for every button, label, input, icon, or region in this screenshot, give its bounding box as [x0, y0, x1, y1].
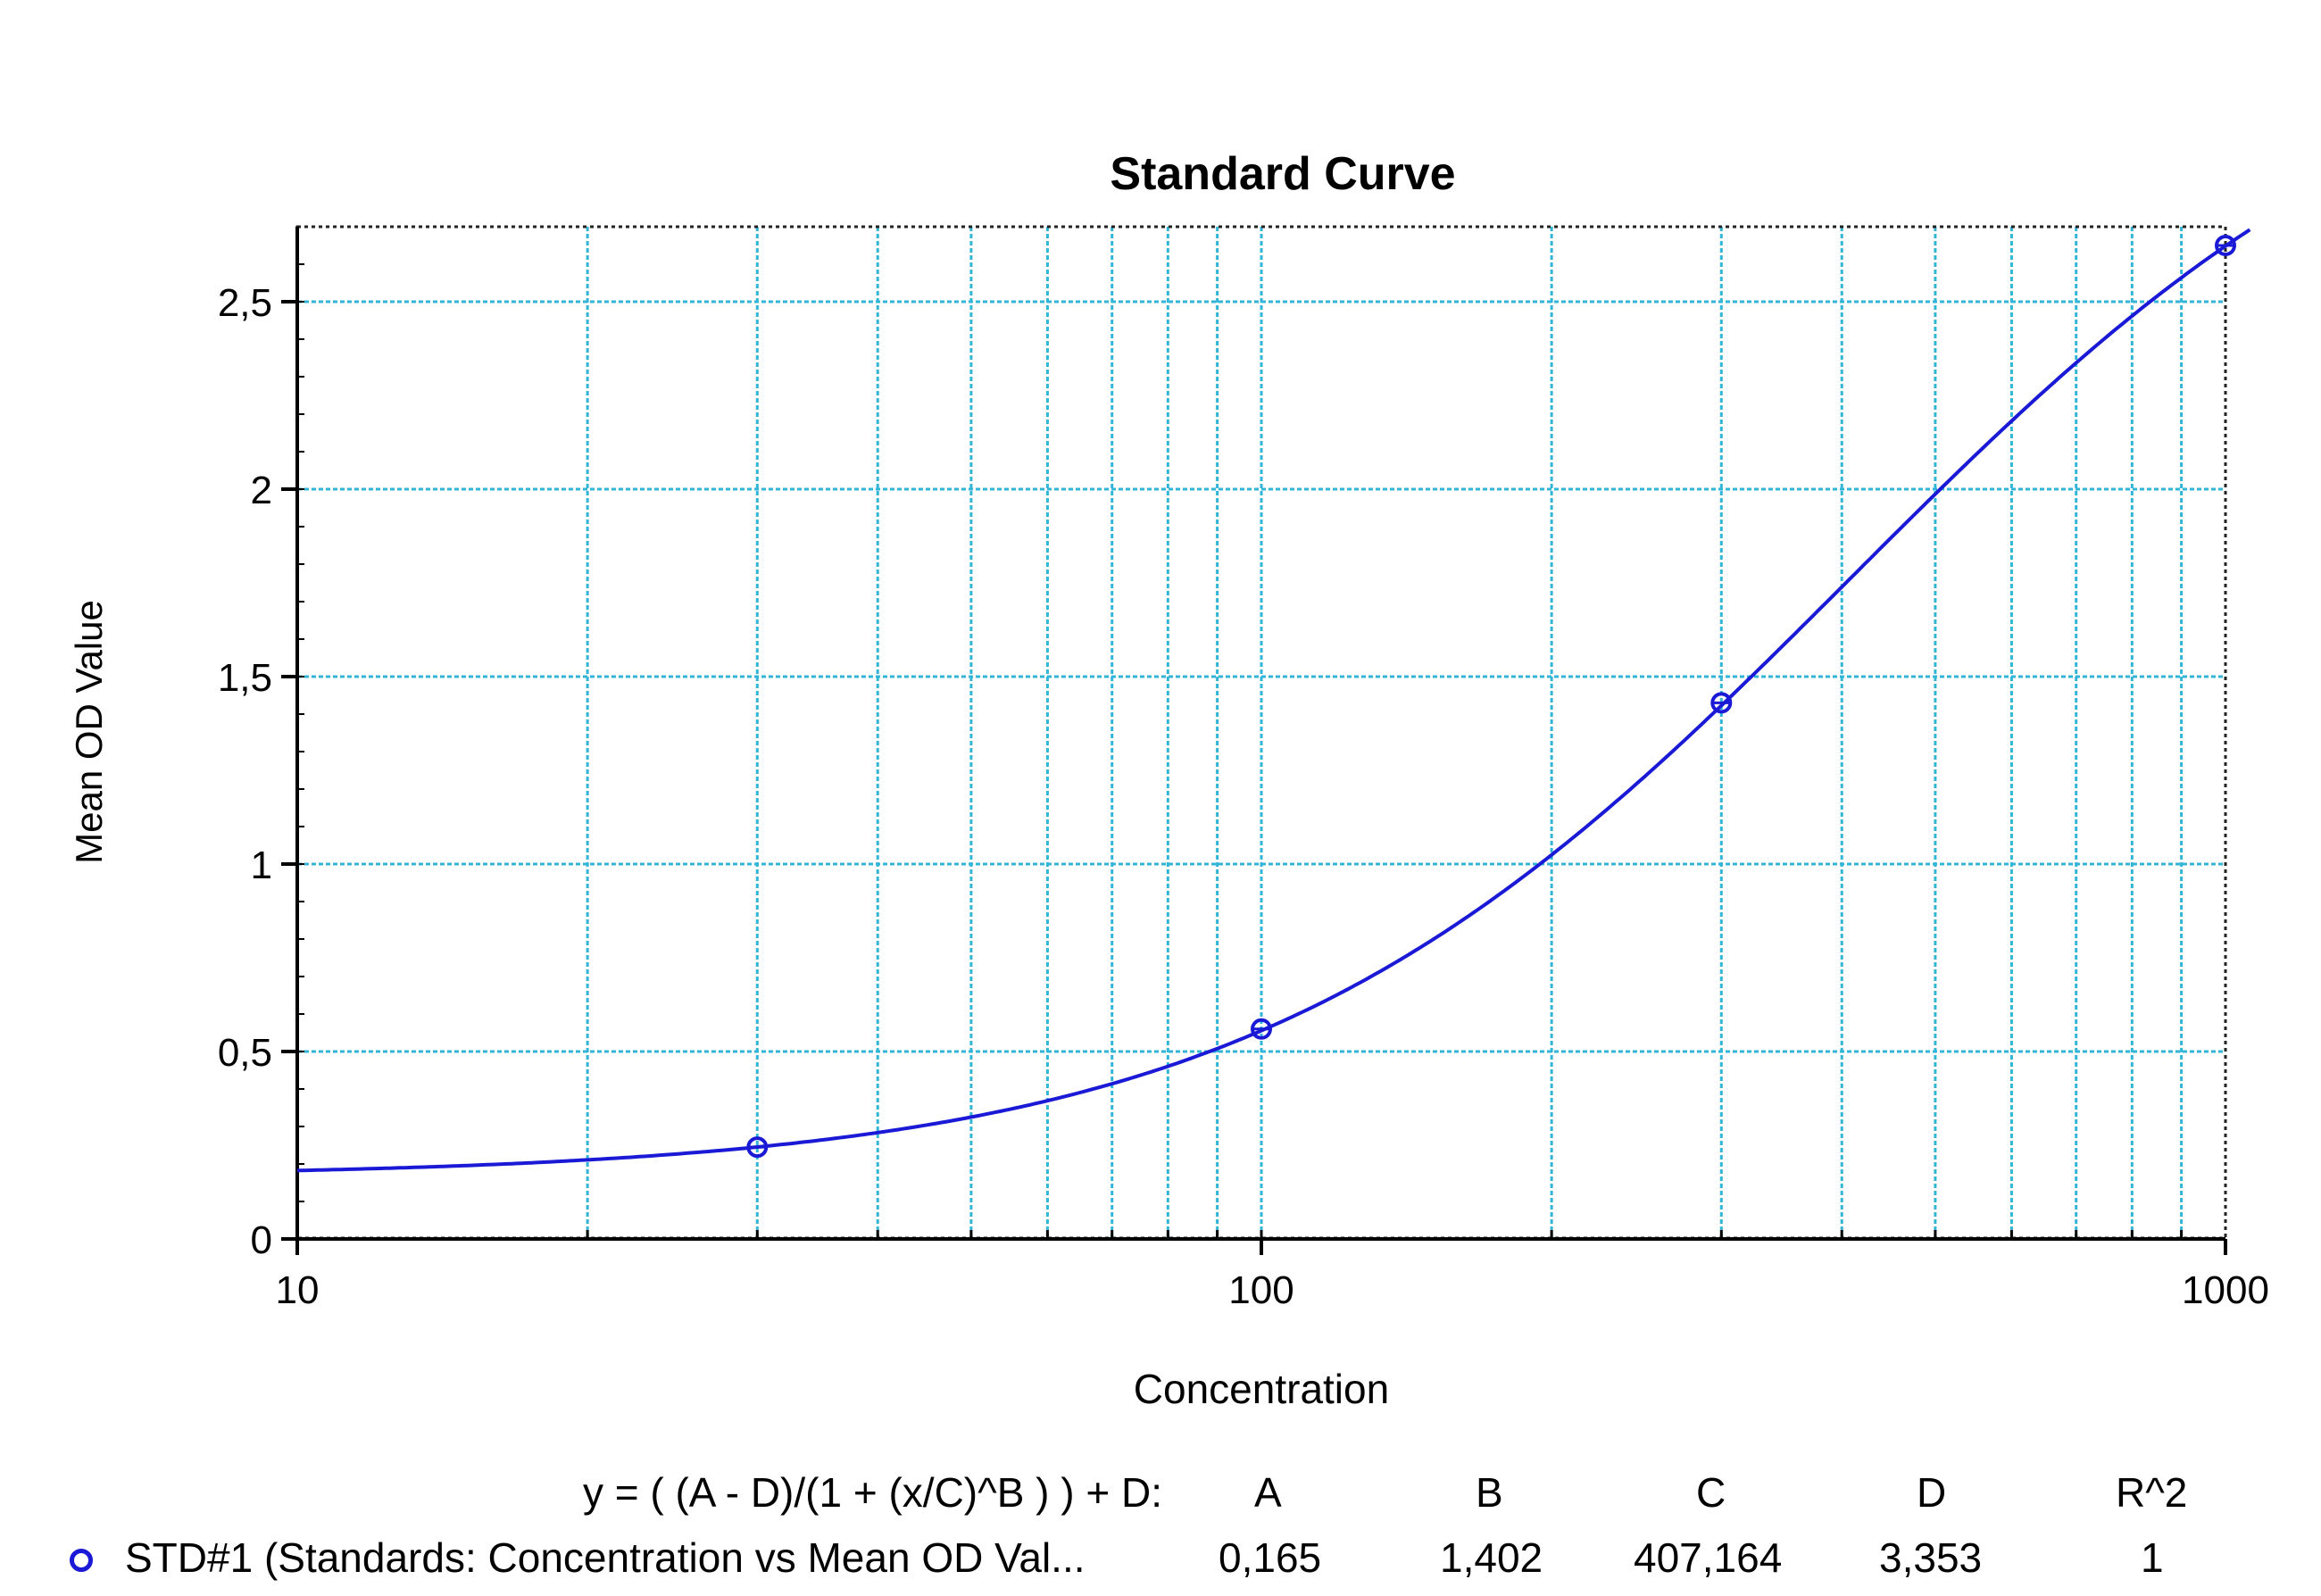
fit-header-r2: R^2	[2116, 1469, 2188, 1516]
data-points	[746, 235, 2236, 1159]
y-tick-label: 0,5	[218, 1031, 272, 1075]
fit-value-b: 1,402	[1440, 1534, 1543, 1581]
x-tick-label: 1000	[2182, 1268, 2269, 1312]
fit-value-c: 407,164	[1634, 1534, 1783, 1581]
y-tick-label: 0	[251, 1218, 272, 1262]
fit-value-a: 0,165	[1219, 1534, 1322, 1581]
fit-header-c: C	[1696, 1469, 1726, 1516]
fit-header-a: A	[1254, 1469, 1282, 1516]
fit-equation: y = ( (A - D)/(1 + (x/C)^B ) ) + D:	[582, 1469, 1162, 1516]
fit-header-d: D	[1917, 1469, 1947, 1516]
series-marker-icon	[70, 1549, 93, 1572]
fit-header-row: y = ( (A - D)/(1 + (x/C)^B ) ) + D: A B …	[0, 1468, 2321, 1531]
y-axis-label: Mean OD Value	[68, 600, 110, 864]
fit-values-row: STD#1 (Standards: Concentration vs Mean …	[0, 1534, 2321, 1596]
x-tick-label: 100	[1228, 1268, 1294, 1312]
y-tick-label: 1	[251, 844, 272, 887]
axis-ticks: 0 0,5 1 1,5 2 2,5 10 100 1000	[218, 263, 2269, 1312]
fit-value-r2: 1	[2141, 1534, 2164, 1581]
y-tick-label: 2	[251, 469, 272, 512]
grid	[297, 227, 2225, 1239]
fit-curve-group	[296, 228, 2251, 1173]
y-tick-label: 1,5	[218, 656, 272, 700]
fit-legend: y = ( (A - D)/(1 + (x/C)^B ) ) + D: A B …	[0, 1446, 2321, 1595]
x-axis-label: Concentration	[1134, 1366, 1389, 1412]
y-tick-label: 2,5	[218, 281, 272, 325]
chart-title: Standard Curve	[1110, 148, 1455, 200]
series-name: STD#1 (Standards: Concentration vs Mean …	[125, 1534, 1086, 1581]
fit-header-b: B	[1476, 1469, 1503, 1516]
x-tick-label: 10	[276, 1268, 320, 1312]
fit-curve	[296, 228, 2251, 1173]
fit-value-d: 3,353	[1879, 1534, 1983, 1581]
